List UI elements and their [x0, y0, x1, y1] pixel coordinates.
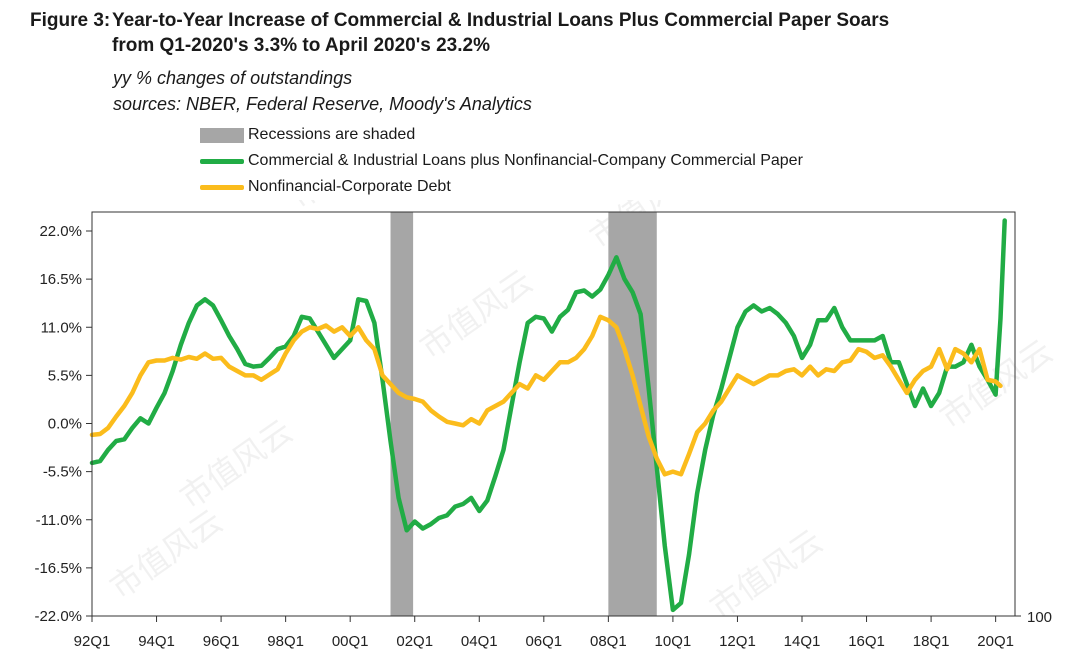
x-tick-label: 16Q1: [848, 633, 885, 650]
y-tick-label: 16.5%: [39, 271, 82, 288]
chart-title: Figure 3:Year-to-Year Increase of Commer…: [30, 8, 889, 58]
x-tick-label: 92Q1: [74, 633, 111, 650]
legend-item-recession: Recessions are shaded: [200, 122, 803, 148]
y-tick-label: -16.5%: [34, 560, 82, 577]
x-tick-label: 04Q1: [461, 633, 498, 650]
y-tick-label: 22.0%: [39, 223, 82, 240]
recession-band: [608, 212, 657, 616]
title-line-1: Year-to-Year Increase of Commercial & In…: [112, 10, 890, 31]
y-tick-label: -5.5%: [43, 464, 82, 481]
recession-band: [390, 212, 414, 616]
recession-swatch: [200, 127, 244, 143]
x-tick-label: 94Q1: [138, 633, 175, 650]
chart-subtitle: yy % changes of outstandings: [113, 68, 353, 88]
chart-legend: Recessions are shaded Commercial & Indus…: [200, 122, 803, 200]
watermark-layer: 市值风云市值风云市值风云市值风云市值风云市值风云市值风云市值风云市值风云: [103, 200, 1060, 627]
chart-sources: sources: NBER, Federal Reserve, Moody's …: [113, 94, 532, 114]
legend-label-series1: Commercial & Industrial Loans plus Nonfi…: [248, 152, 803, 169]
x-tick-label: 20Q1: [977, 633, 1014, 650]
series1-swatch: [200, 158, 244, 164]
x-tick-label: 14Q1: [784, 633, 821, 650]
watermark-text: 市值风云: [103, 502, 230, 607]
y-tick-label: 11.0%: [41, 319, 82, 336]
watermark-text: 市值风云: [173, 412, 300, 517]
series2-swatch: [200, 184, 244, 190]
x-tick-label: 00Q1: [332, 633, 369, 650]
y-tick-label: -22.0%: [34, 608, 82, 625]
y-tick-label: 5.5%: [48, 367, 82, 384]
right-axis-label: 100: [1027, 609, 1052, 626]
figure-label: Figure 3:: [30, 10, 111, 31]
series-line-1: [89, 218, 1007, 613]
series-layer: [89, 218, 1007, 613]
line-chart: 市值风云市值风云市值风云市值风云市值风云市值风云市值风云市值风云市值风云 22.…: [34, 200, 1060, 650]
x-tick-label: 10Q1: [655, 633, 692, 650]
x-tick-label: 02Q1: [396, 633, 433, 650]
legend-label-series2: Nonfinancial-Corporate Debt: [248, 178, 451, 195]
legend-item-series2: Nonfinancial-Corporate Debt: [200, 174, 803, 200]
axis-layer: 22.0% 16.5% 11.0% 5.5% 0.0% -5.5% -11.0% -16.5%…: [34, 211, 1052, 650]
watermark-text: 市值风云: [283, 200, 410, 217]
x-tick-label: 08Q1: [590, 633, 627, 650]
x-tick-label: 18Q1: [913, 633, 950, 650]
y-tick-label: -11.0%: [36, 512, 82, 529]
x-tick-label: 12Q1: [719, 633, 756, 650]
watermark-text: 市值风云: [703, 522, 830, 627]
plot-frame: [91, 211, 1016, 617]
legend-item-series1: Commercial & Industrial Loans plus Nonfi…: [200, 148, 803, 174]
x-tick-label: 96Q1: [203, 633, 240, 650]
title-line-2: from Q1-2020's 3.3% to April 2020's 23.2…: [112, 35, 490, 56]
recession-layer: [390, 212, 657, 616]
legend-label-recession: Recessions are shaded: [248, 126, 416, 143]
x-tick-label: 98Q1: [267, 633, 304, 650]
x-tick-label: 06Q1: [525, 633, 562, 650]
series-line-2: [89, 314, 1003, 477]
y-tick-label: 0.0%: [48, 416, 82, 433]
